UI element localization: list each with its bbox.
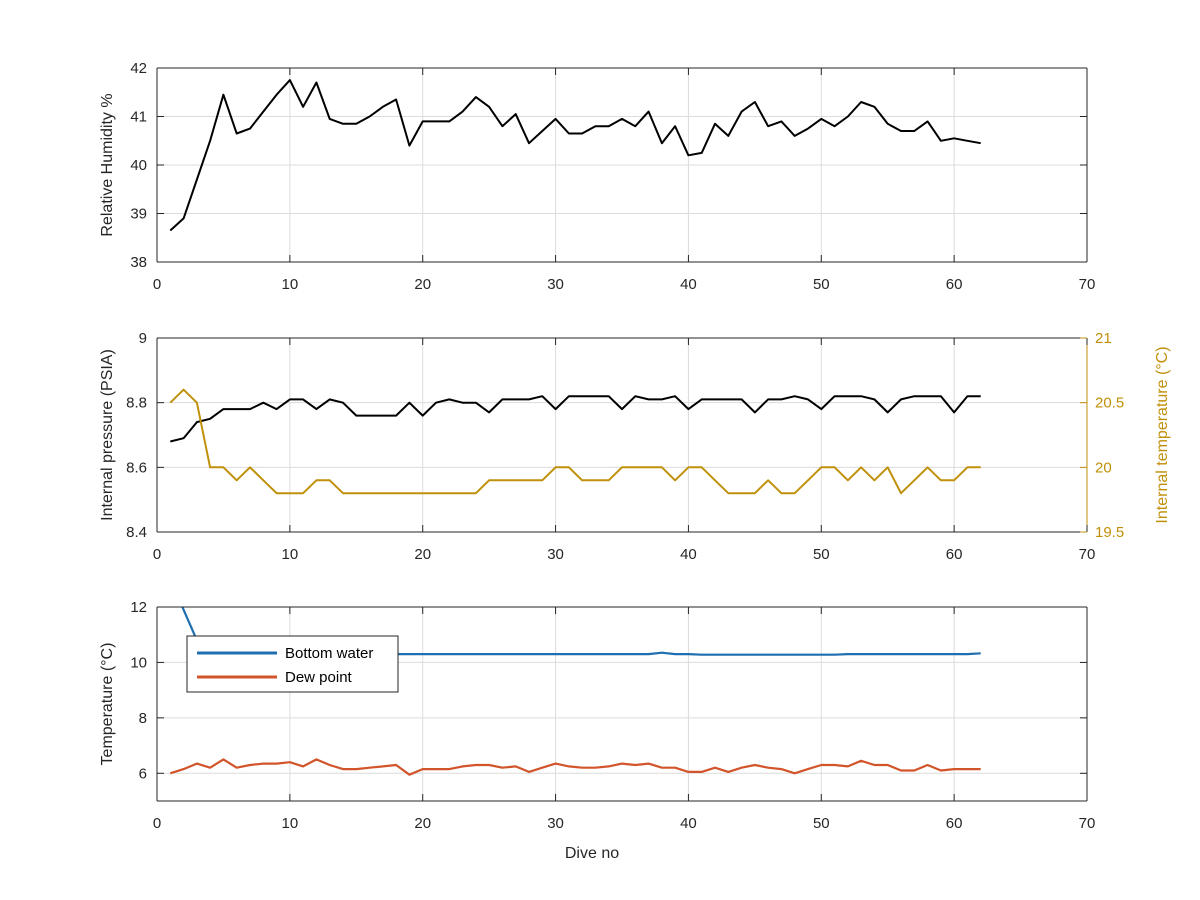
series-line-1-1	[169, 79, 981, 232]
x-tick-label: 40	[680, 276, 697, 293]
plot-area	[157, 338, 1087, 532]
x-tick-label: 50	[813, 546, 830, 563]
x-tick-label: 70	[1079, 815, 1096, 832]
x-tick-label: 0	[153, 276, 161, 293]
x-tick-label: 30	[547, 815, 564, 832]
x-tick-label: 10	[282, 815, 299, 832]
plot-panel-3: 0 10 20 30 40 50 60 70 6 8 10 12 Temperature (°C) Div…	[99, 599, 1096, 862]
y-tick-label: 10	[130, 654, 147, 671]
x-tick-label: 20	[414, 276, 431, 293]
series-line-dew-point	[169, 758, 981, 776]
x-tick-label: 30	[547, 546, 564, 563]
x-tick-label: 50	[813, 276, 830, 293]
y-tick-label: 8.6	[126, 459, 147, 476]
series-line-2-2	[169, 388, 981, 495]
y-tick-label: 42	[130, 60, 147, 77]
y-tick-label: 41	[130, 109, 147, 126]
legend-label: Bottom water	[285, 645, 373, 662]
x-tick-label: 70	[1079, 276, 1096, 293]
x-tick-label: 40	[680, 815, 697, 832]
y-tick-label: 8.4	[126, 524, 147, 541]
legend: Bottom water Dew point	[186, 635, 399, 693]
y-tick-label: 40	[130, 157, 147, 174]
legend-box	[186, 635, 399, 693]
y-axis-label: Internal pressure (PSIA)	[99, 349, 116, 521]
y-axis-label: Temperature (°C)	[99, 643, 116, 766]
y-tick-label: 6	[139, 765, 147, 782]
y2-tick-label: 20.5	[1095, 395, 1124, 412]
y-tick-label: 9	[139, 330, 147, 347]
y2-axis-label: Internal temperature (°C)	[1154, 346, 1171, 523]
x-tick-label: 60	[946, 815, 963, 832]
y-tick-label: 38	[130, 254, 147, 271]
x-tick-label: 50	[813, 815, 830, 832]
y2-tick-label: 21	[1095, 330, 1112, 347]
plot-panel-2: 0 10 20 30 40 50 60 70 8.4 8.6 8.8 9 Internal pressu…	[99, 330, 1171, 563]
y2-tick-label: 20	[1095, 459, 1112, 476]
x-tick-label: 40	[680, 546, 697, 563]
x-tick-label: 30	[547, 276, 564, 293]
x-tick-label: 0	[153, 546, 161, 563]
legend-label: Dew point	[285, 669, 353, 686]
y2-tick-label: 19.5	[1095, 524, 1124, 541]
y-tick-label: 39	[130, 206, 147, 223]
y-tick-label: 8.8	[126, 395, 147, 412]
series-line-2-1	[170, 395, 981, 443]
x-tick-label: 20	[414, 815, 431, 832]
x-axis-label: Dive no	[565, 845, 619, 862]
x-tick-label: 10	[282, 546, 299, 563]
x-tick-label: 10	[282, 276, 299, 293]
x-tick-label: 70	[1079, 546, 1096, 563]
x-tick-label: 60	[946, 546, 963, 563]
y-axis-label: Relative Humidity %	[99, 93, 116, 236]
x-tick-label: 20	[414, 546, 431, 563]
x-tick-label: 60	[946, 276, 963, 293]
y-tick-label: 12	[130, 599, 147, 616]
y-tick-label: 8	[139, 710, 147, 727]
plot-panel-1: 0 10 20 30 40 50 60 70 38 39 40 41 42 Relative Humidi…	[99, 60, 1095, 293]
x-tick-label: 0	[153, 815, 161, 832]
